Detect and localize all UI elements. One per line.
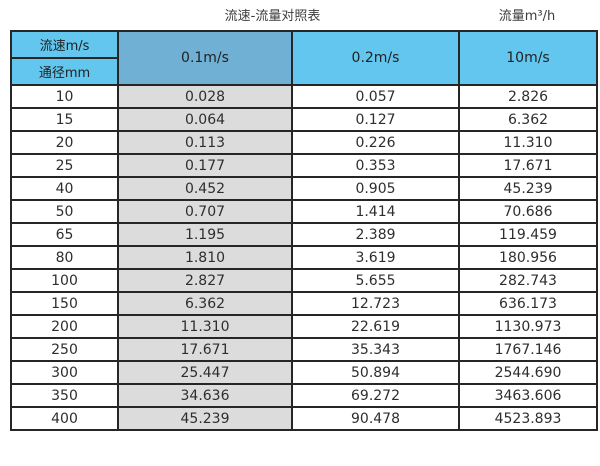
diameter-cell: 10 (10, 84, 119, 109)
flow-value-cell: 50.894 (291, 360, 460, 385)
flow-value-cell: 1130.973 (458, 314, 598, 339)
flow-velocity-table: 流速m/s 0.1m/s 0.2m/s 10m/s 通径mm 10 0.028 0.… (10, 30, 598, 431)
flow-value-cell: 2.826 (458, 84, 598, 109)
flow-value-cell: 2.389 (291, 222, 460, 247)
flow-value-cell: 6.362 (458, 107, 598, 132)
table-title: 流速-流量对照表 (224, 9, 321, 24)
table-row: 25 0.177 0.353 17.671 (10, 153, 598, 178)
flow-value-cell: 4523.893 (458, 406, 598, 431)
diameter-cell: 150 (10, 291, 119, 316)
flow-value-cell: 1.195 (117, 222, 293, 247)
diameter-cell: 80 (10, 245, 119, 270)
table-row: 350 34.636 69.272 3463.606 (10, 383, 598, 408)
diameter-cell: 40 (10, 176, 119, 201)
table-row: 40 0.452 0.905 45.239 (10, 176, 598, 201)
flow-value-cell: 0.057 (291, 84, 460, 109)
flow-value-cell: 1.414 (291, 199, 460, 224)
table-row: 200 11.310 22.619 1130.973 (10, 314, 598, 339)
flow-value-cell: 0.064 (117, 107, 293, 132)
diameter-cell: 65 (10, 222, 119, 247)
table-row: 300 25.447 50.894 2544.690 (10, 360, 598, 385)
table-row: 65 1.195 2.389 119.459 (10, 222, 598, 247)
flow-value-cell: 6.362 (117, 291, 293, 316)
flow-value-cell: 17.671 (458, 153, 598, 178)
flow-value-cell: 1767.146 (458, 337, 598, 362)
flow-value-cell: 0.028 (117, 84, 293, 109)
flow-value-cell: 282.743 (458, 268, 598, 293)
table-row: 10 0.028 0.057 2.826 (10, 84, 598, 109)
diameter-cell: 100 (10, 268, 119, 293)
flow-value-cell: 0.113 (117, 130, 293, 155)
flow-rate-unit-label: 流量m³/h (498, 9, 556, 24)
flow-value-cell: 0.226 (291, 130, 460, 155)
flow-value-cell: 5.655 (291, 268, 460, 293)
table-row: 50 0.707 1.414 70.686 (10, 199, 598, 224)
flow-value-cell: 45.239 (458, 176, 598, 201)
column-header-0-1ms: 0.1m/s (117, 30, 293, 86)
table-row: 400 45.239 90.478 4523.893 (10, 406, 598, 431)
flow-value-cell: 17.671 (117, 337, 293, 362)
flow-value-cell: 45.239 (117, 406, 293, 431)
flow-value-cell: 119.459 (458, 222, 598, 247)
flow-value-cell: 636.173 (458, 291, 598, 316)
diameter-cell: 20 (10, 130, 119, 155)
flow-value-cell: 0.177 (117, 153, 293, 178)
flow-value-cell: 70.686 (458, 199, 598, 224)
flow-value-cell: 0.707 (117, 199, 293, 224)
diameter-cell: 200 (10, 314, 119, 339)
table-row: 15 0.064 0.127 6.362 (10, 107, 598, 132)
flow-value-cell: 1.810 (117, 245, 293, 270)
flow-value-cell: 25.447 (117, 360, 293, 385)
title-bar: 流速-流量对照表 流量m³/h (0, 0, 600, 30)
corner-header-velocity: 流速m/s (10, 30, 119, 59)
table-header: 流速m/s 0.1m/s 0.2m/s 10m/s 通径mm (10, 30, 598, 86)
flow-value-cell: 35.343 (291, 337, 460, 362)
flow-value-cell: 69.272 (291, 383, 460, 408)
flow-value-cell: 2.827 (117, 268, 293, 293)
diameter-cell: 25 (10, 153, 119, 178)
flow-value-cell: 0.127 (291, 107, 460, 132)
table-body: 10 0.028 0.057 2.826 15 0.064 0.127 6.362 20 0.11… (10, 84, 598, 431)
table-row: 20 0.113 0.226 11.310 (10, 130, 598, 155)
diameter-cell: 300 (10, 360, 119, 385)
diameter-cell: 50 (10, 199, 119, 224)
flow-value-cell: 11.310 (458, 130, 598, 155)
table-row: 150 6.362 12.723 636.173 (10, 291, 598, 316)
flow-value-cell: 3.619 (291, 245, 460, 270)
header-row-bottom: 通径mm (10, 57, 597, 86)
flow-value-cell: 34.636 (117, 383, 293, 408)
diameter-cell: 400 (10, 406, 119, 431)
flow-value-cell: 0.905 (291, 176, 460, 201)
diameter-cell: 250 (10, 337, 119, 362)
flow-value-cell: 90.478 (291, 406, 460, 431)
table-row: 100 2.827 5.655 282.743 (10, 268, 598, 293)
table-row: 250 17.671 35.343 1767.146 (10, 337, 598, 362)
flow-value-cell: 22.619 (291, 314, 460, 339)
table-row: 80 1.810 3.619 180.956 (10, 245, 598, 270)
flow-value-cell: 11.310 (117, 314, 293, 339)
flow-value-cell: 0.353 (291, 153, 460, 178)
header-row-top: 流速m/s 0.1m/s 0.2m/s 10m/s (10, 30, 598, 86)
diameter-cell: 15 (10, 107, 119, 132)
diameter-cell: 350 (10, 383, 119, 408)
column-header-10ms: 10m/s (458, 30, 598, 86)
column-header-0-2ms: 0.2m/s (291, 30, 460, 86)
flow-value-cell: 3463.606 (458, 383, 598, 408)
flow-value-cell: 2544.690 (458, 360, 598, 385)
flow-value-cell: 0.452 (117, 176, 293, 201)
flow-value-cell: 180.956 (458, 245, 598, 270)
flow-value-cell: 12.723 (291, 291, 460, 316)
corner-header-diameter: 通径mm (10, 57, 119, 86)
